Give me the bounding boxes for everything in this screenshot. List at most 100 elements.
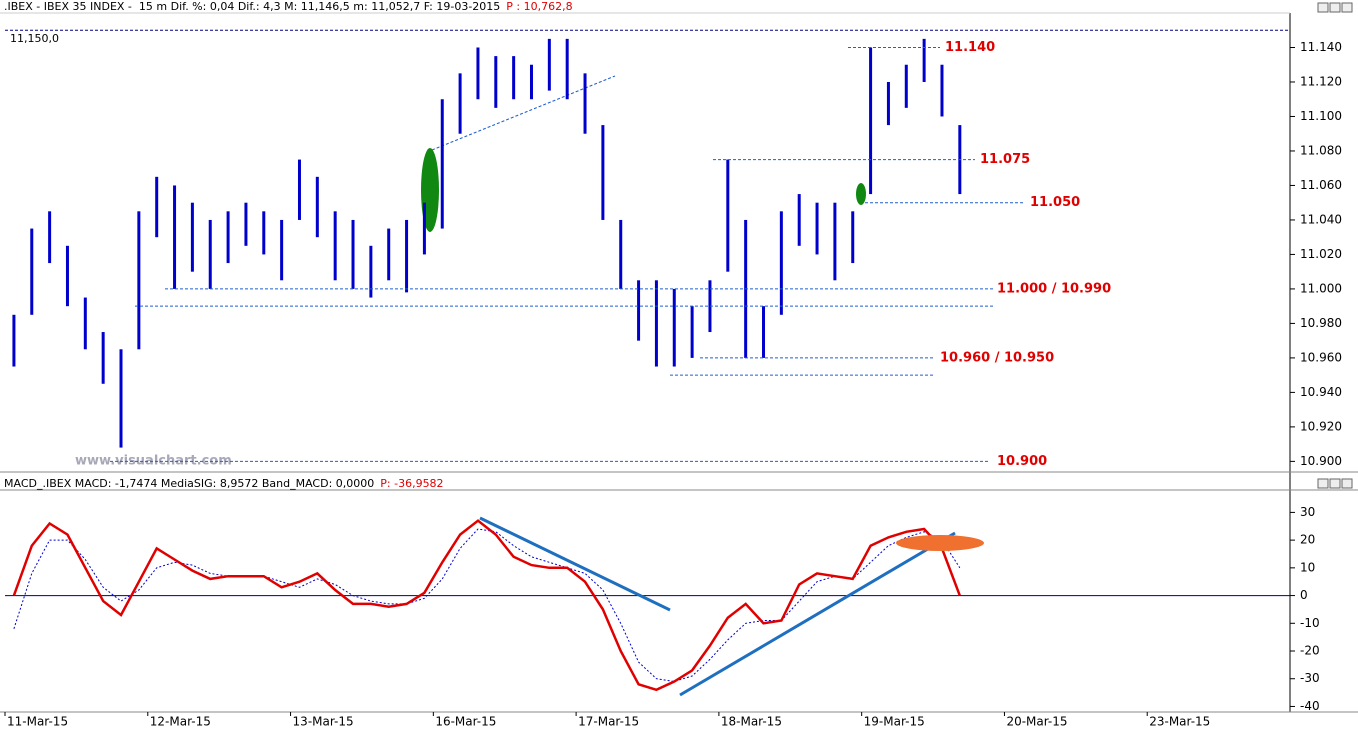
price-bar: [476, 47, 480, 100]
price-bar: [922, 38, 926, 82]
price-bar: [583, 73, 587, 134]
x-tick-label: 23-Mar-15: [1149, 715, 1210, 729]
price-bar: [797, 194, 801, 246]
macd-line: [12, 519, 961, 692]
header-text: .IBEX - IBEX 35 INDEX - 15 m Dif. %: 0,0…: [4, 0, 500, 13]
header-text: MACD_.IBEX MACD: -1,7474 MediaSIG: 8,957…: [4, 477, 374, 490]
price-bar: [173, 185, 177, 289]
level-label: 10.900: [997, 454, 1047, 469]
price-bar: [30, 228, 34, 315]
y-tick-label: 10.900: [1300, 454, 1342, 468]
price-bar: [708, 280, 712, 333]
price-bar: [815, 202, 819, 255]
price-bar: [851, 211, 855, 264]
macd-line: [13, 528, 961, 683]
x-tick-label: 13-Mar-15: [293, 715, 354, 729]
y-tick-label: 11.100: [1300, 109, 1342, 123]
y-tick-label: 11.020: [1300, 247, 1342, 261]
price-bar: [940, 64, 944, 117]
trend-line: [679, 531, 956, 697]
price-bar: [83, 297, 87, 350]
y-tick-label: 20: [1300, 533, 1315, 547]
price-bar: [333, 211, 337, 281]
price-bar: [833, 202, 837, 281]
price-bar: [904, 64, 908, 108]
price-bar: [762, 306, 766, 358]
price-bar: [440, 99, 444, 229]
level-label: 11.000 / 10.990: [997, 281, 1111, 296]
y-tick-label: 11.000: [1300, 281, 1342, 295]
y-tick-label: 10: [1300, 560, 1315, 574]
price-bar: [494, 56, 498, 108]
highlight: [856, 183, 866, 205]
price-bar: [672, 288, 676, 367]
price-bar: [119, 349, 123, 448]
y-tick-label: 10.940: [1300, 385, 1342, 399]
y-tick-label: -10: [1300, 616, 1320, 630]
y-tick-label: -40: [1300, 699, 1320, 713]
level-label: 11.075: [980, 152, 1030, 167]
x-tick-label: 20-Mar-15: [1006, 715, 1067, 729]
button[interactable]: [1317, 2, 1329, 13]
price-bar: [547, 38, 551, 91]
y-tick-label: -30: [1300, 671, 1320, 685]
level-label: 11.050: [1030, 195, 1080, 210]
price-bar: [208, 219, 212, 289]
price-bar: [244, 202, 248, 246]
price-bar: [565, 38, 569, 100]
price-bar: [101, 332, 105, 384]
y-tick-label: 10.980: [1300, 316, 1342, 330]
price-bar: [280, 219, 284, 281]
price-bar: [869, 47, 873, 195]
price-bar: [601, 125, 605, 220]
price-bar: [512, 56, 516, 100]
trend-line: [431, 75, 616, 151]
price-bar: [619, 219, 623, 289]
button[interactable]: [1329, 478, 1341, 489]
price-bar: [226, 211, 230, 264]
y-tick-label: 11.060: [1300, 178, 1342, 192]
trend-line: [479, 516, 671, 612]
button[interactable]: [1341, 2, 1353, 13]
price-bar: [12, 314, 16, 367]
y-tick-label: 11.040: [1300, 212, 1342, 226]
price-bar: [458, 73, 462, 134]
y-tick-label: 11.080: [1300, 143, 1342, 157]
price-bar: [137, 211, 141, 350]
price-bar: [369, 245, 373, 298]
button[interactable]: [1329, 2, 1341, 13]
price-bar: [726, 159, 730, 272]
y-tick-label: 10.960: [1300, 350, 1342, 364]
y-tick-label: 10.920: [1300, 419, 1342, 433]
price-bar: [690, 306, 694, 358]
button[interactable]: [1341, 478, 1353, 489]
price-bar: [886, 81, 890, 126]
price-bar: [529, 64, 533, 100]
price-bar: [262, 211, 266, 255]
price-header: .IBEX - IBEX 35 INDEX - 15 m Dif. %: 0,0…: [4, 0, 573, 13]
price-bar: [48, 211, 52, 264]
window-buttons[interactable]: [1317, 2, 1353, 489]
price-bar: [155, 176, 159, 238]
header-price: P : 10,762,8: [506, 0, 572, 13]
price-bar: [405, 219, 409, 293]
y-tick-label: 30: [1300, 505, 1315, 519]
x-tick-label: 11-Mar-15: [7, 715, 68, 729]
x-tick-label: 16-Mar-15: [435, 715, 496, 729]
price-bar: [422, 202, 426, 255]
y-tick-label: -20: [1300, 644, 1320, 658]
price-bar: [190, 202, 194, 272]
watermark: www.visualchart.com: [75, 454, 232, 469]
macd-header: MACD_.IBEX MACD: -1,7474 MediaSIG: 8,957…: [4, 477, 444, 490]
x-tick-label: 18-Mar-15: [721, 715, 782, 729]
price-bar: [779, 211, 783, 315]
y-tick-label: 11.140: [1300, 40, 1342, 54]
price-bar: [65, 245, 69, 307]
button[interactable]: [1317, 478, 1329, 489]
x-tick-label: 12-Mar-15: [150, 715, 211, 729]
highlight: [896, 535, 984, 551]
price-bar: [637, 280, 641, 341]
level-label: 10.960 / 10.950: [940, 350, 1054, 365]
